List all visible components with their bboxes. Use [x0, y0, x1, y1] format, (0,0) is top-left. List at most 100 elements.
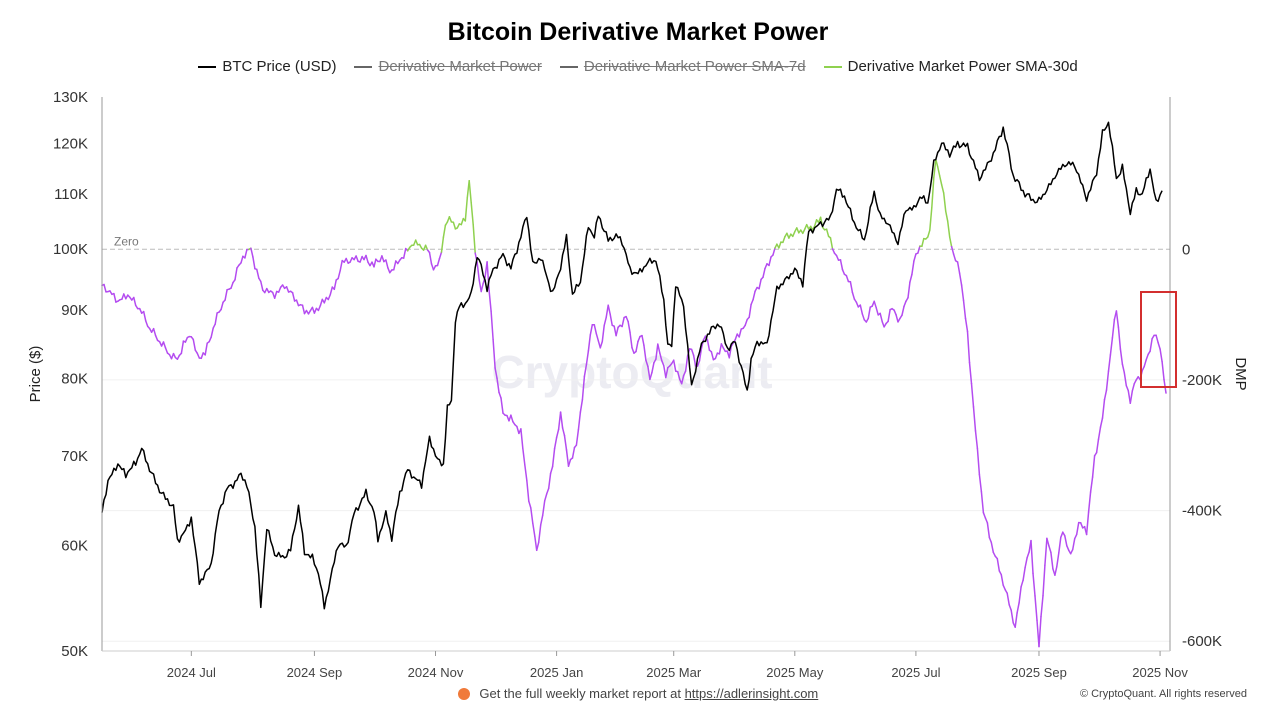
watermark: CryptoQuant — [491, 346, 772, 398]
dmp-sma-30d-segment — [583, 364, 588, 378]
dmp-sma-30d-segment — [240, 255, 244, 264]
dmp-sma-30d-segment — [589, 324, 594, 336]
y-right-tick-label: -400K — [1182, 503, 1222, 520]
dmp-sma-30d-segment — [1103, 389, 1108, 401]
legend-label: Derivative Market Power SMA-30d — [847, 58, 1078, 75]
dmp-sma-30d-segment — [1073, 533, 1078, 540]
dmp-sma-30d-segment — [210, 327, 214, 338]
dmp-sma-30d-segment — [524, 463, 528, 481]
dmp-sma-30d-segment — [1040, 594, 1044, 618]
legend-item-dmp-sma-7d[interactable]: Derivative Market Power SMA-7d — [559, 58, 806, 75]
y-axis-left-label: Price ($) — [27, 346, 44, 403]
legend-item-dmp[interactable]: Derivative Market Power — [354, 58, 542, 75]
dmp-sma-30d-segment — [551, 447, 556, 468]
dmp-sma-30d-segment — [938, 175, 943, 186]
dmp-sma-30d-segment — [706, 339, 711, 351]
dmp-sma-30d-segment — [230, 281, 234, 289]
legend-swatch-dmp — [354, 65, 373, 68]
dmp-sma-30d-segment — [1042, 564, 1046, 597]
dmp-sma-30d-segment — [1145, 353, 1149, 361]
dmp-sma-30d-segment — [684, 355, 689, 372]
y-axis-left-ticks: 130K 120K 110K 100K 90K 80K 70K 60K 50K — [53, 89, 88, 660]
dmp-sma-30d-segment — [692, 354, 697, 367]
dmp-sma-30d-segment — [490, 310, 494, 341]
dmp-sma-30d-segment — [579, 399, 584, 413]
dmp-sma-30d-segment — [734, 333, 738, 341]
dmp-sma-30d-segment — [851, 291, 856, 300]
dmp-sma-30d-segment — [260, 280, 264, 292]
dmp-sma-30d-segment — [1101, 398, 1106, 419]
dmp-sma-30d-segment — [672, 359, 677, 372]
dmp-sma-30d-segment — [337, 269, 341, 280]
dmp-sma-30d-segment — [651, 362, 655, 374]
dmp-sma-30d-segment — [1111, 318, 1116, 339]
dmp-sma-30d-segment — [599, 340, 604, 349]
dmp-sma-30d-segment — [657, 343, 661, 354]
dmp-sma-30d-segment — [577, 411, 582, 431]
x-tick-label: 2024 Nov — [408, 665, 464, 680]
dmp-sma-30d-segment — [1054, 565, 1058, 576]
dmp-sma-30d-segment — [244, 248, 248, 259]
dmp-sma-30d-segment — [1121, 363, 1126, 374]
dmp-sma-30d-segment — [373, 258, 377, 268]
dmp-sma-30d-segment — [867, 306, 871, 320]
dmp-sma-30d-segment — [510, 414, 514, 423]
dmp-sma-30d-segment — [1109, 337, 1114, 356]
dmp-sma-30d-segment — [563, 434, 568, 451]
dmp-sma-30d-segment — [911, 260, 915, 276]
dmp-sma-30d-segment — [1085, 511, 1090, 536]
dmp-sma-30d-segment — [1071, 537, 1076, 551]
dmp-sma-30d-segment — [996, 557, 1001, 572]
dmp-sma-30d-segment — [696, 360, 701, 367]
dmp-sma-30d-segment — [659, 352, 663, 362]
dmp-sma-30d-segment — [526, 479, 530, 502]
dmp-sma-30d-segment — [966, 330, 971, 364]
dmp-sma-30d-segment — [710, 351, 715, 361]
dmp-sma-30d-segment — [984, 517, 989, 524]
footer-note: Get the full weekly market report at htt… — [0, 686, 1276, 701]
dmp-sma-30d-segment — [1087, 491, 1092, 513]
dmp-sma-30d-segment — [1141, 365, 1145, 372]
dmp-sma-30d-segment — [901, 305, 905, 316]
dmp-sma-30d-segment — [1046, 537, 1050, 547]
dmp-sma-30d-segment — [841, 268, 846, 275]
dmp-sma-30d-segment — [1056, 552, 1060, 568]
dmp-sma-30d-segment — [256, 268, 260, 279]
dmp-sma-30d-segment — [317, 304, 322, 312]
dmp-sma-30d-segment — [492, 338, 496, 369]
legend-swatch-dmp-sma-7d — [559, 65, 578, 68]
dmp-sma-30d-segment — [811, 225, 816, 231]
dmp-sma-30d-segment — [224, 288, 228, 301]
y-right-tick-label: -600K — [1182, 633, 1222, 650]
dmp-sma-30d-segment — [637, 335, 641, 343]
dmp-sma-30d-segment — [655, 343, 659, 360]
dmp-sma-30d-segment — [192, 338, 197, 351]
dmp-sma-30d-segment — [113, 292, 117, 303]
y-left-tick-label: 70K — [61, 448, 88, 465]
dmp-sma-30d-segment — [1115, 310, 1120, 328]
legend-label: BTC Price (USD) — [222, 58, 337, 75]
dmp-sma-30d-segment — [792, 230, 796, 238]
dmp-sma-30d-segment — [520, 428, 524, 449]
dmp-sma-30d-segment — [946, 220, 951, 238]
dmp-sma-30d-segment — [625, 315, 629, 323]
dmp-sma-30d-segment — [1125, 384, 1130, 392]
legend: BTC Price (USD) Derivative Market Power … — [0, 58, 1276, 75]
dmp-sma-30d-segment — [964, 317, 969, 333]
dmp-sma-30d-segment — [1099, 417, 1104, 428]
dmp-sma-30d-segment — [208, 336, 212, 343]
dmp-sma-30d-segment — [393, 260, 397, 271]
legend-item-btc-price[interactable]: BTC Price (USD) — [198, 58, 336, 75]
y-left-tick-label: 120K — [53, 135, 88, 152]
x-tick-label: 2025 Jul — [891, 665, 940, 680]
legend-swatch-dmp-sma-30d — [823, 65, 842, 68]
dmp-sma-30d-segment — [1038, 615, 1042, 648]
dmp-sma-30d-segment — [184, 336, 189, 343]
dmp-sma-30d-segment — [1032, 572, 1036, 597]
legend-item-dmp-sma-30d[interactable]: Derivative Market Power SMA-30d — [823, 58, 1078, 75]
report-dot-icon — [457, 688, 470, 700]
dmp-sma-30d-segment — [772, 247, 776, 256]
dmp-sma-30d-segment — [329, 286, 334, 296]
footer-link[interactable]: https://adlerinsight.com — [684, 686, 819, 701]
dmp-sma-30d-segment — [234, 267, 238, 281]
